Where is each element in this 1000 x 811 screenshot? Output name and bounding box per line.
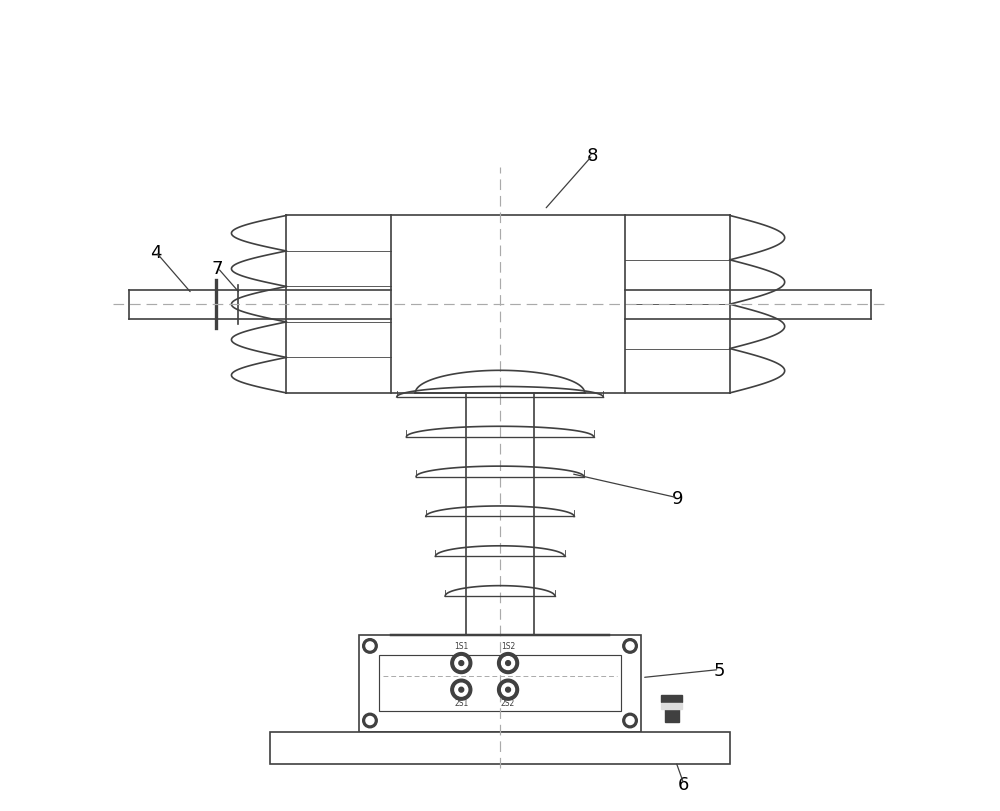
- Bar: [270, 732, 730, 764]
- Text: 4: 4: [150, 243, 161, 261]
- Circle shape: [451, 680, 472, 700]
- Text: 2S2: 2S2: [501, 698, 515, 707]
- Text: 2S1: 2S1: [454, 698, 468, 707]
- Circle shape: [623, 639, 637, 654]
- Circle shape: [506, 688, 510, 693]
- Bar: [379, 655, 621, 711]
- Circle shape: [626, 642, 634, 650]
- Circle shape: [502, 684, 515, 697]
- Circle shape: [623, 714, 637, 728]
- Text: 5: 5: [714, 661, 725, 679]
- Text: 1S1: 1S1: [454, 641, 468, 650]
- Text: 1S2: 1S2: [501, 641, 515, 650]
- Circle shape: [459, 661, 464, 666]
- Circle shape: [626, 717, 634, 725]
- Circle shape: [498, 680, 519, 700]
- Circle shape: [363, 714, 377, 728]
- Circle shape: [451, 653, 472, 674]
- Circle shape: [455, 684, 468, 697]
- Text: 6: 6: [678, 775, 690, 793]
- Circle shape: [459, 688, 464, 693]
- Bar: [661, 703, 682, 709]
- Circle shape: [498, 653, 519, 674]
- Bar: [359, 635, 641, 732]
- Bar: [661, 696, 682, 702]
- Circle shape: [363, 639, 377, 654]
- Circle shape: [506, 661, 510, 666]
- Circle shape: [366, 717, 374, 725]
- Circle shape: [455, 657, 468, 670]
- Text: 7: 7: [212, 260, 223, 277]
- Text: 9: 9: [672, 489, 683, 507]
- Circle shape: [502, 657, 515, 670]
- Text: 8: 8: [587, 147, 598, 165]
- Circle shape: [366, 642, 374, 650]
- Bar: [665, 698, 679, 722]
